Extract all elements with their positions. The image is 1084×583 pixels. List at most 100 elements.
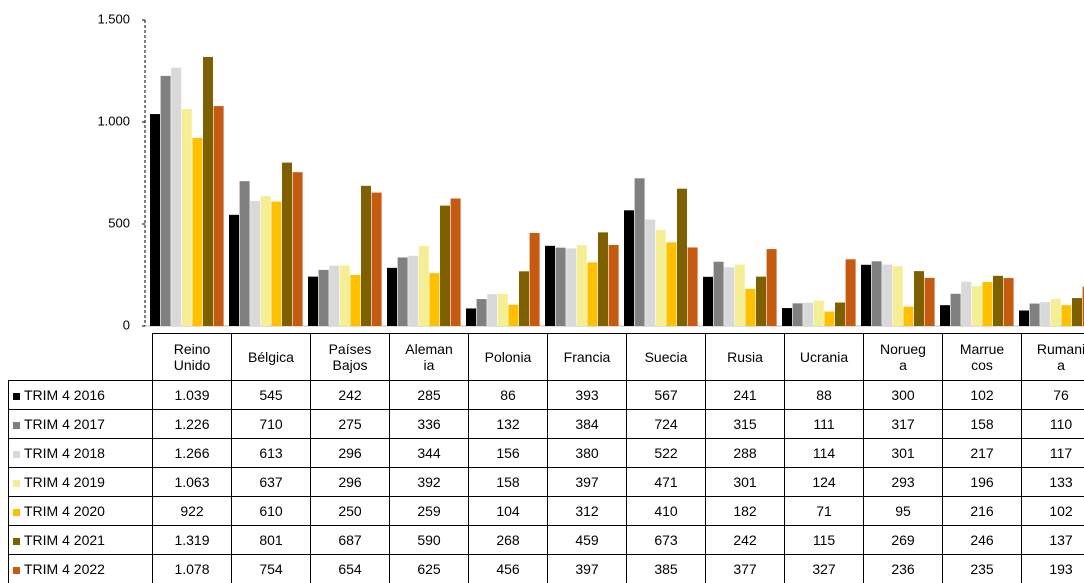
value-cell: 397 xyxy=(547,554,627,583)
value-cell: 384 xyxy=(547,409,627,439)
value-cell: 235 xyxy=(942,554,1022,583)
bar xyxy=(677,188,687,326)
value-cell: 312 xyxy=(547,496,627,526)
category-label: Rusia xyxy=(727,349,763,365)
value-cell: 801 xyxy=(231,525,311,555)
row-header: TRIM 4 2021 xyxy=(8,525,153,555)
bar xyxy=(476,299,487,326)
table-row: TRIM 4 2021 1.319 801 687 590 268 459 673 242 115… xyxy=(8,525,1084,555)
bar xyxy=(260,196,271,326)
bar xyxy=(971,286,982,326)
category-label: Rumania xyxy=(1036,341,1084,373)
table-row: TRIM 4 2020 922 610 250 259 104 312 410 182 71 95 2… xyxy=(8,496,1084,526)
value-cell: 545 xyxy=(231,380,311,410)
bar xyxy=(756,276,766,326)
value-cell: 102 xyxy=(1021,496,1084,526)
bar xyxy=(713,261,724,326)
bar xyxy=(566,248,577,326)
bar xyxy=(529,232,540,326)
bar xyxy=(940,305,950,326)
value-cell: 76 xyxy=(1021,380,1084,410)
value-cell: 182 xyxy=(705,496,785,526)
bar xyxy=(239,181,250,326)
row-header: TRIM 4 2020 xyxy=(8,496,153,526)
bar xyxy=(150,114,160,326)
value-cell: 95 xyxy=(863,496,943,526)
value-cell: 456 xyxy=(468,554,548,583)
bar xyxy=(350,275,361,326)
bar xyxy=(914,271,924,326)
bar xyxy=(1072,298,1082,326)
value-cell: 156 xyxy=(468,438,548,468)
bar xyxy=(408,255,419,326)
value-cell: 397 xyxy=(547,467,627,497)
table-row: TRIM 4 2018 1.266 613 296 344 156 380 522 288 114… xyxy=(8,438,1084,468)
bar xyxy=(993,275,1003,326)
bar xyxy=(598,232,608,326)
value-cell: 1.063 xyxy=(152,467,232,497)
bar xyxy=(466,308,476,326)
bar xyxy=(387,267,397,326)
value-cell: 242 xyxy=(705,525,785,555)
value-cell: 344 xyxy=(389,438,469,468)
value-cell: 710 xyxy=(231,409,311,439)
value-cell: 250 xyxy=(310,496,390,526)
category-cell: Rusia xyxy=(705,333,785,381)
value-cell: 115 xyxy=(784,525,864,555)
value-cell: 288 xyxy=(705,438,785,468)
bar xyxy=(250,200,261,326)
value-cell: 724 xyxy=(626,409,706,439)
bar xyxy=(961,281,972,326)
value-cell: 673 xyxy=(626,525,706,555)
bar xyxy=(508,304,519,326)
bar xyxy=(555,247,566,326)
value-cell: 296 xyxy=(310,438,390,468)
bar xyxy=(160,75,171,326)
value-cell: 459 xyxy=(547,525,627,555)
chart: 0 500 1.000 1.500 xyxy=(97,11,1084,332)
category-label: Ucrania xyxy=(799,349,849,365)
bar xyxy=(497,293,508,326)
value-cell: 246 xyxy=(942,525,1022,555)
value-cell: 625 xyxy=(389,554,469,583)
category-cell: Reino Unido xyxy=(152,333,232,381)
category-cell: Polonia xyxy=(468,333,548,381)
value-cell: 377 xyxy=(705,554,785,583)
table-header: Reino Unido Bélgica Países Bajos Alemania Po… xyxy=(9,333,1084,381)
bar xyxy=(1082,286,1084,326)
value-cell: 241 xyxy=(705,380,785,410)
value-cell: 111 xyxy=(784,409,864,439)
bar xyxy=(803,302,814,326)
bar xyxy=(339,265,350,326)
value-cell: 137 xyxy=(1021,525,1084,555)
bar xyxy=(813,300,824,326)
row-header: TRIM 4 2019 xyxy=(8,467,153,497)
category-cell: Alemania xyxy=(389,333,469,381)
bar xyxy=(624,210,634,326)
bar xyxy=(1029,303,1040,326)
value-cell: 393 xyxy=(547,380,627,410)
category-cell: Rumania xyxy=(1021,333,1084,381)
value-cell: 133 xyxy=(1021,467,1084,497)
bar xyxy=(318,269,329,326)
bar xyxy=(1003,278,1014,326)
value-cell: 296 xyxy=(310,467,390,497)
bar xyxy=(203,56,213,326)
legend-label: TRIM 4 2022 xyxy=(24,561,105,577)
bar xyxy=(892,266,903,326)
value-cell: 285 xyxy=(389,380,469,410)
bar xyxy=(213,106,224,326)
bar xyxy=(871,261,882,326)
bar xyxy=(724,267,735,326)
category-label: Marruecos xyxy=(959,341,1005,373)
value-cell: 300 xyxy=(863,380,943,410)
bar xyxy=(171,67,182,327)
row-header: TRIM 4 2017 xyxy=(8,409,153,439)
bar xyxy=(792,303,803,326)
category-label: Bélgica xyxy=(248,349,294,365)
bar xyxy=(429,273,440,326)
value-cell: 259 xyxy=(389,496,469,526)
bar xyxy=(1050,298,1061,326)
legend-label: TRIM 4 2016 xyxy=(24,387,105,403)
legend-swatch xyxy=(13,421,20,429)
